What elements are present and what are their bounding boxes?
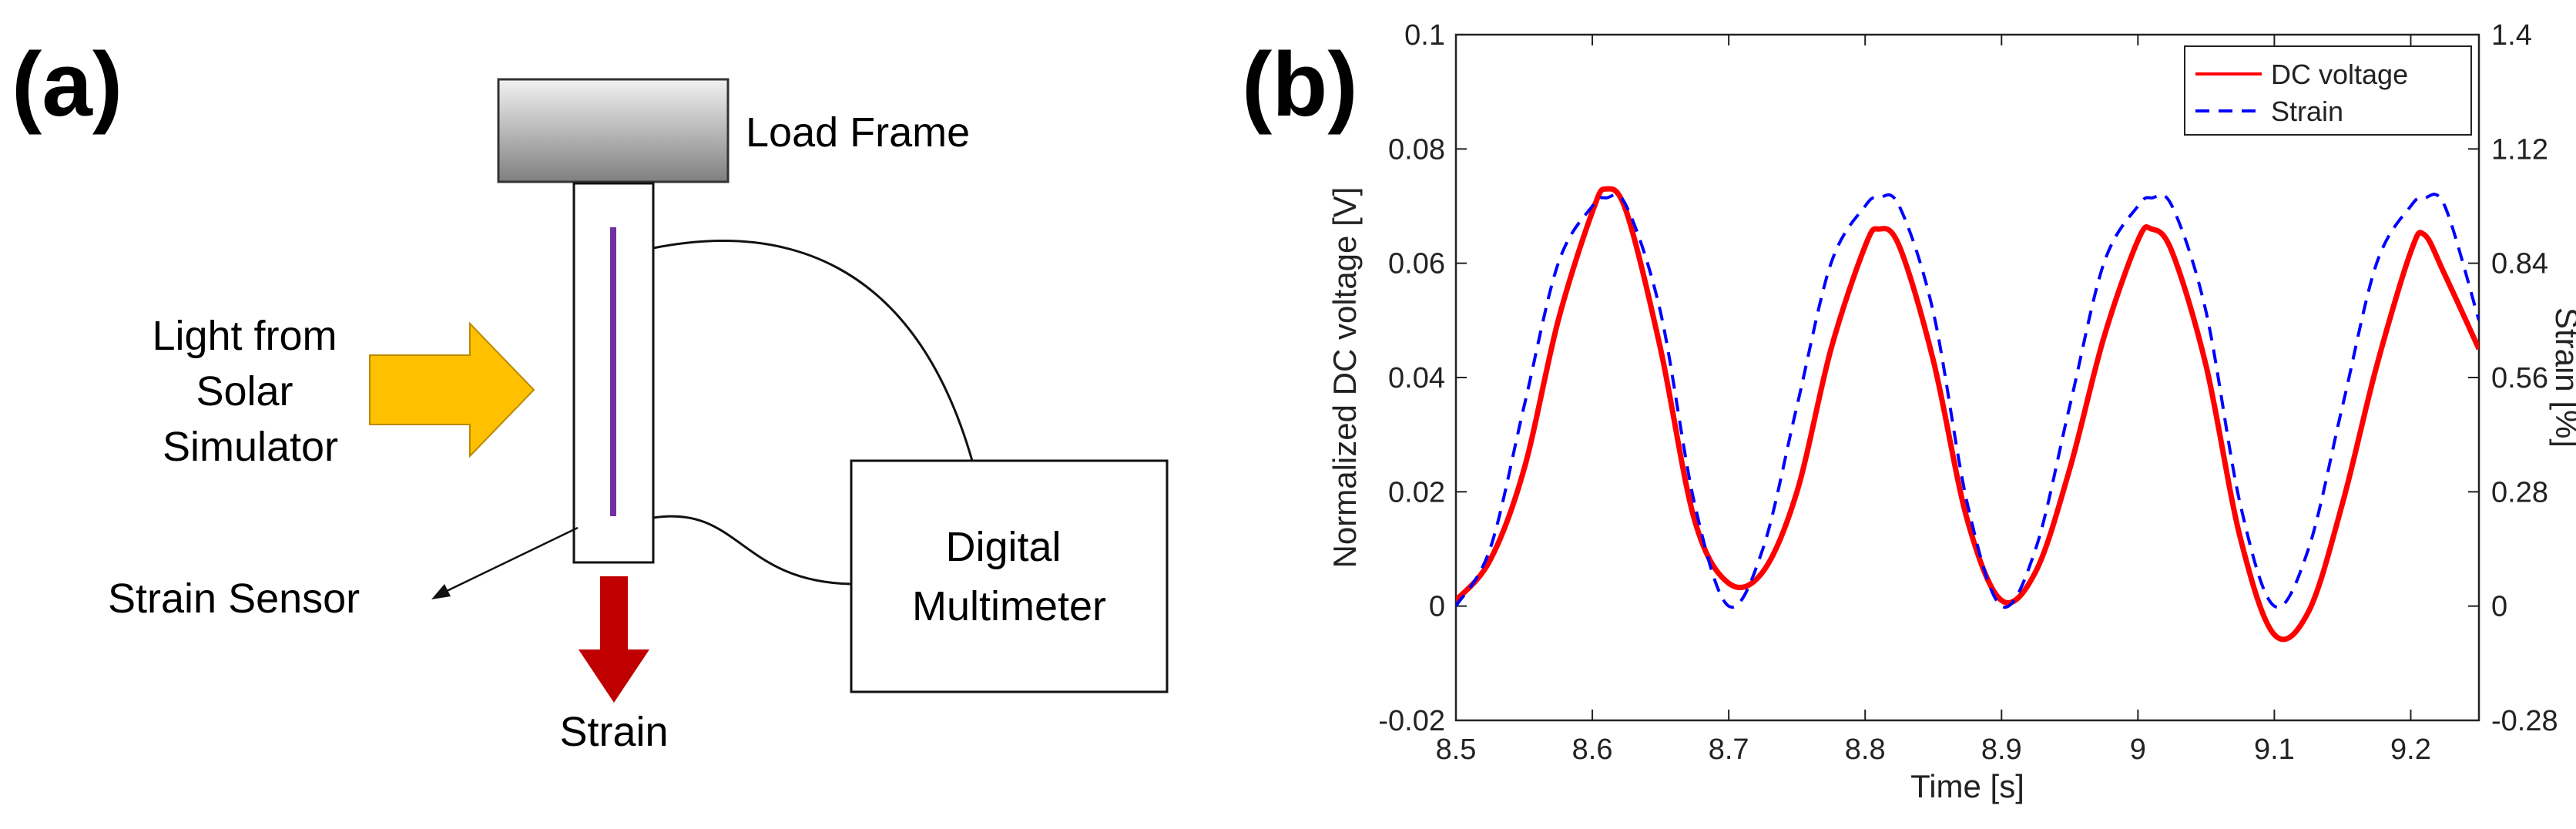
legend-label: DC voltage xyxy=(2271,59,2408,90)
y2-tick-label: 1.12 xyxy=(2491,133,2548,166)
y2-tick-label: 0.56 xyxy=(2491,362,2548,394)
digital-multimeter xyxy=(850,459,1169,693)
y-tick-label: 0.04 xyxy=(1388,362,1445,394)
x-tick-label: 8.7 xyxy=(1709,733,1749,766)
sensor-pointer-arrowhead xyxy=(431,584,451,599)
x-tick-label: 8.6 xyxy=(1572,733,1613,766)
multimeter-label-line-1: Digital xyxy=(945,524,1061,570)
x-axis-label: Time [s] xyxy=(1910,768,2024,804)
plot-area-frame xyxy=(1454,33,2480,722)
multimeter-label-line-2: Multimeter xyxy=(912,583,1106,629)
y-axis-label: Normalized DC voltage [V] xyxy=(1327,187,1363,569)
y2-tick-label: 0.28 xyxy=(2491,476,2548,508)
sensor-pointer-line xyxy=(444,526,579,593)
load-frame-label: Load Frame xyxy=(746,109,970,156)
panel-a-label: (a) xyxy=(12,34,122,136)
legend-label: Strain xyxy=(2271,96,2343,127)
y-tick-label: 0.06 xyxy=(1388,248,1445,280)
wire-bottom xyxy=(652,515,852,586)
series-line-dc-voltage xyxy=(1456,186,2479,643)
y-tick-label: -0.02 xyxy=(1378,705,1445,737)
y2-axis-label: Strain [%] xyxy=(2549,307,2576,448)
multimeter-label: Digital Multimeter xyxy=(912,524,1106,629)
light-label-line-1: Light from xyxy=(152,313,337,359)
y2-tick-label: 0 xyxy=(2491,591,2507,623)
light-arrow xyxy=(369,321,535,458)
series-line-strain xyxy=(1456,193,2479,609)
panel-b: (b) 8.5 8.6 8.7 8.8 8.9 9 9.1 9.2 -0.02 0 0.02 0.04… xyxy=(1242,19,2576,804)
y2-tick-label: 1.4 xyxy=(2491,19,2532,52)
y2-tick-label: -0.28 xyxy=(2491,705,2558,737)
y-tick-label: 0.1 xyxy=(1404,19,1445,52)
strain-arrow xyxy=(579,576,649,703)
load-frame xyxy=(497,78,730,183)
wire-top xyxy=(652,240,974,461)
chart: 8.5 8.6 8.7 8.8 8.9 9 9.1 9.2 -0.02 0 0.02 0.04 0.06… xyxy=(1327,19,2576,804)
x-tick-label: 9 xyxy=(2130,733,2146,766)
light-label-line-2: Solar xyxy=(196,368,293,414)
sensor-label: Strain Sensor xyxy=(108,576,360,622)
legend-box xyxy=(2184,45,2472,136)
y-tick-label: 0.02 xyxy=(1388,476,1445,508)
series-group xyxy=(1456,186,2479,643)
y-tick-label: 0 xyxy=(1429,591,1445,623)
x-tick-label: 8.5 xyxy=(1436,733,1477,766)
x-tick-label: 8.8 xyxy=(1845,733,1886,766)
y-tick-label: 0.08 xyxy=(1388,133,1445,166)
x-tick-label: 8.9 xyxy=(1981,733,2022,766)
light-label-line-3: Simulator xyxy=(163,424,338,470)
x-tick-label: 9.2 xyxy=(2390,733,2431,766)
x-tick-label: 9.1 xyxy=(2254,733,2295,766)
strain-label: Strain xyxy=(559,709,668,755)
panel-b-label: (b) xyxy=(1242,34,1358,136)
light-label: Light from Solar Simulator xyxy=(152,313,348,470)
panel-a: (a) Load Frame Light from Solar Simulato… xyxy=(12,34,1169,755)
y2-tick-label: 0.84 xyxy=(2491,248,2548,280)
